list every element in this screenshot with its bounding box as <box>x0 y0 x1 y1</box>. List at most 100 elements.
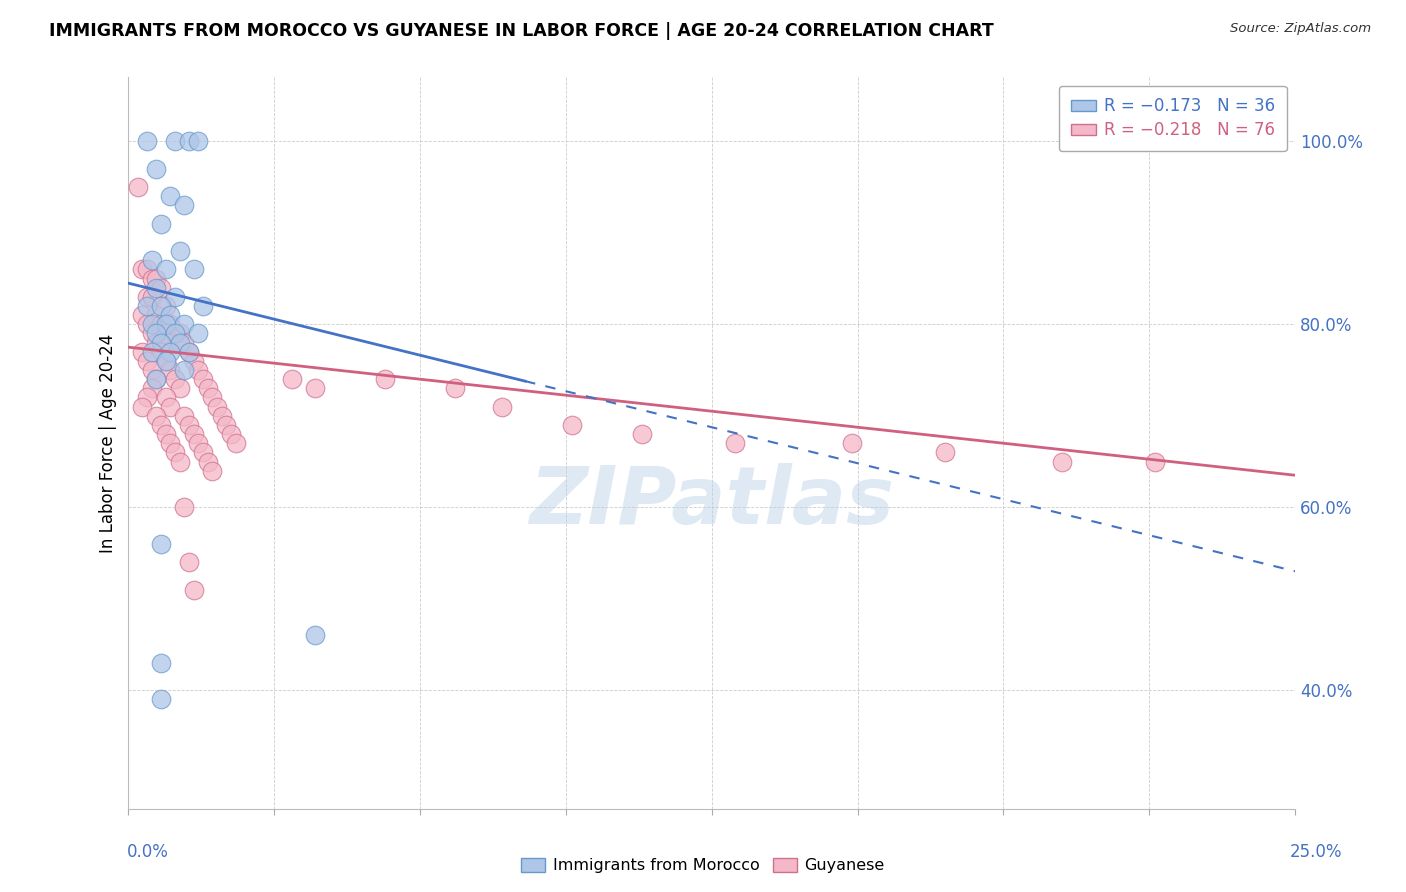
Point <box>304 381 326 395</box>
Point <box>934 445 956 459</box>
Point <box>197 381 219 395</box>
Point <box>159 436 181 450</box>
Point <box>131 400 153 414</box>
Point <box>136 318 159 332</box>
Point <box>179 417 201 432</box>
Point <box>173 500 195 515</box>
Text: 0.0%: 0.0% <box>127 843 169 861</box>
Point <box>150 344 173 359</box>
Point <box>169 326 191 341</box>
Point <box>155 354 177 368</box>
Point <box>155 318 177 332</box>
Point <box>155 299 177 313</box>
Point <box>169 335 191 350</box>
Point <box>150 335 173 350</box>
Point <box>187 363 209 377</box>
Point <box>187 436 209 450</box>
Point <box>131 262 153 277</box>
Text: 25.0%: 25.0% <box>1291 843 1343 861</box>
Point <box>145 271 167 285</box>
Point <box>159 344 181 359</box>
Point <box>183 582 205 597</box>
Point <box>155 262 177 277</box>
Point <box>159 363 181 377</box>
Point <box>141 318 163 332</box>
Point <box>131 344 153 359</box>
Point <box>191 299 214 313</box>
Point <box>179 344 201 359</box>
Point <box>197 454 219 468</box>
Point <box>165 372 187 386</box>
Point <box>136 290 159 304</box>
Point <box>187 135 209 149</box>
Point <box>155 427 177 442</box>
Point <box>165 326 187 341</box>
Point <box>150 217 173 231</box>
Point <box>159 189 181 203</box>
Point <box>150 318 173 332</box>
Point <box>165 445 187 459</box>
Legend: Immigrants from Morocco, Guyanese: Immigrants from Morocco, Guyanese <box>515 851 891 880</box>
Point <box>145 335 167 350</box>
Point <box>201 391 224 405</box>
Point <box>155 354 177 368</box>
Point <box>374 372 396 386</box>
Point <box>183 262 205 277</box>
Point <box>219 427 242 442</box>
Point <box>141 326 163 341</box>
Point <box>159 308 181 322</box>
Point <box>150 299 173 313</box>
Point <box>136 299 159 313</box>
Point <box>179 555 201 569</box>
Legend: R = −0.173   N = 36, R = −0.218   N = 76: R = −0.173 N = 36, R = −0.218 N = 76 <box>1059 86 1286 151</box>
Point <box>145 326 167 341</box>
Point <box>165 326 187 341</box>
Point <box>841 436 863 450</box>
Point <box>191 445 214 459</box>
Point <box>150 537 173 551</box>
Point <box>173 409 195 423</box>
Point <box>136 354 159 368</box>
Point <box>179 344 201 359</box>
Point <box>131 308 153 322</box>
Point <box>141 381 163 395</box>
Point <box>205 400 228 414</box>
Point <box>630 427 652 442</box>
Point <box>187 326 209 341</box>
Point <box>1050 454 1073 468</box>
Point <box>491 400 513 414</box>
Point <box>136 391 159 405</box>
Point <box>150 692 173 706</box>
Point <box>145 308 167 322</box>
Point <box>145 281 167 295</box>
Point <box>211 409 233 423</box>
Point <box>183 427 205 442</box>
Point <box>136 135 159 149</box>
Point <box>141 344 163 359</box>
Point <box>173 363 195 377</box>
Point <box>159 318 181 332</box>
Point <box>136 262 159 277</box>
Y-axis label: In Labor Force | Age 20-24: In Labor Force | Age 20-24 <box>100 334 117 553</box>
Point <box>145 372 167 386</box>
Point <box>150 281 173 295</box>
Point <box>141 253 163 268</box>
Point <box>169 244 191 259</box>
Point <box>159 335 181 350</box>
Point <box>169 454 191 468</box>
Point <box>159 400 181 414</box>
Point <box>173 318 195 332</box>
Point <box>191 372 214 386</box>
Point <box>145 161 167 176</box>
Text: Source: ZipAtlas.com: Source: ZipAtlas.com <box>1230 22 1371 36</box>
Point <box>183 354 205 368</box>
Point <box>150 417 173 432</box>
Point <box>127 180 149 194</box>
Point <box>215 417 238 432</box>
Point <box>165 135 187 149</box>
Point <box>141 290 163 304</box>
Point <box>169 381 191 395</box>
Point <box>141 271 163 285</box>
Point <box>145 372 167 386</box>
Point <box>173 198 195 212</box>
